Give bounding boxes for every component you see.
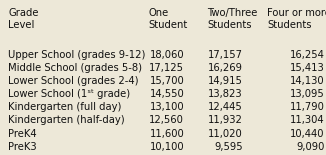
Text: Middle School (grades 5-8): Middle School (grades 5-8) bbox=[8, 63, 142, 73]
Text: 11,304: 11,304 bbox=[290, 115, 324, 126]
Text: 12,445: 12,445 bbox=[208, 102, 243, 112]
Text: Grade
Level: Grade Level bbox=[8, 8, 39, 30]
Text: One
Student: One Student bbox=[148, 8, 187, 30]
Text: Upper School (grades 9-12): Upper School (grades 9-12) bbox=[8, 50, 145, 60]
Text: 11,020: 11,020 bbox=[208, 129, 243, 139]
Text: PreK3: PreK3 bbox=[8, 142, 37, 152]
Text: 16,254: 16,254 bbox=[289, 50, 324, 60]
Text: 16,269: 16,269 bbox=[208, 63, 243, 73]
Text: 14,130: 14,130 bbox=[290, 76, 324, 86]
Text: 14,550: 14,550 bbox=[149, 89, 184, 99]
Text: 10,100: 10,100 bbox=[150, 142, 184, 152]
Text: Four or more
Students: Four or more Students bbox=[267, 8, 326, 30]
Text: 13,095: 13,095 bbox=[289, 89, 324, 99]
Text: 15,413: 15,413 bbox=[289, 63, 324, 73]
Text: 18,060: 18,060 bbox=[150, 50, 184, 60]
Text: Lower School (grades 2-4): Lower School (grades 2-4) bbox=[8, 76, 139, 86]
Text: 9,595: 9,595 bbox=[214, 142, 243, 152]
Text: 17,157: 17,157 bbox=[208, 50, 243, 60]
Text: 14,915: 14,915 bbox=[208, 76, 243, 86]
Text: 13,100: 13,100 bbox=[150, 102, 184, 112]
Text: 15,700: 15,700 bbox=[149, 76, 184, 86]
Text: 12,560: 12,560 bbox=[149, 115, 184, 126]
Text: Kindergarten (half-day): Kindergarten (half-day) bbox=[8, 115, 125, 126]
Text: 9,090: 9,090 bbox=[296, 142, 324, 152]
Text: Kindergarten (full day): Kindergarten (full day) bbox=[8, 102, 122, 112]
Text: 17,125: 17,125 bbox=[149, 63, 184, 73]
Text: Two/Three
Students: Two/Three Students bbox=[207, 8, 258, 30]
Text: 11,600: 11,600 bbox=[149, 129, 184, 139]
Text: 11,932: 11,932 bbox=[208, 115, 243, 126]
Text: 11,790: 11,790 bbox=[289, 102, 324, 112]
Text: 13,823: 13,823 bbox=[208, 89, 243, 99]
Text: Lower School (1ˢᵗ grade): Lower School (1ˢᵗ grade) bbox=[8, 89, 130, 99]
Text: 10,440: 10,440 bbox=[290, 129, 324, 139]
Text: PreK4: PreK4 bbox=[8, 129, 37, 139]
